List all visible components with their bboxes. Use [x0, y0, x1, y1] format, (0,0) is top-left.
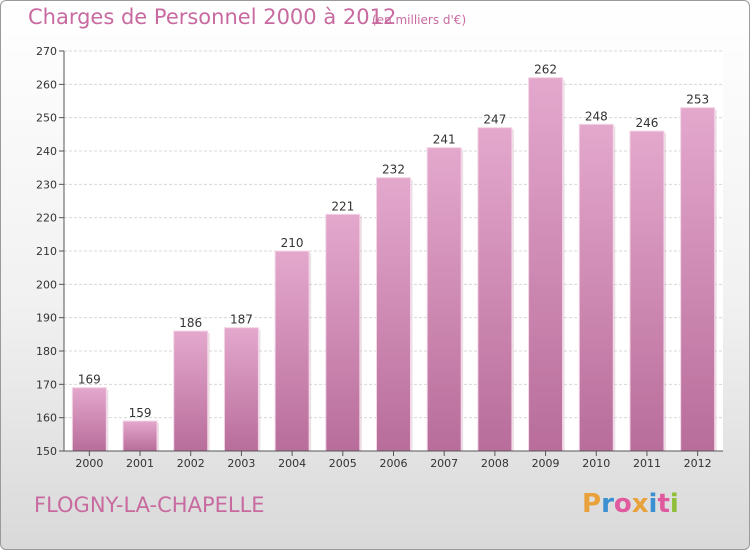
- logo-letter: i: [669, 489, 679, 519]
- bar-2003: [223, 327, 259, 452]
- data-label: 232: [382, 163, 405, 177]
- logo-letter: r: [601, 489, 614, 519]
- y-tick-label: 170: [36, 378, 57, 391]
- x-tick-label: 2005: [329, 457, 357, 470]
- logo-letter: t: [657, 489, 670, 519]
- data-label: 262: [534, 63, 557, 77]
- data-label: 159: [129, 406, 152, 420]
- y-tick-label: 240: [36, 145, 57, 158]
- logo-letter: i: [648, 489, 658, 519]
- x-tick-label: 2012: [684, 457, 712, 470]
- y-tick-label: 200: [36, 278, 57, 291]
- x-tick-label: 2010: [582, 457, 610, 470]
- y-tick-label: 270: [36, 45, 57, 58]
- bar-2008: [477, 127, 513, 452]
- x-tick-label: 2001: [126, 457, 154, 470]
- data-label: 187: [230, 313, 253, 327]
- x-tick-label: 2008: [481, 457, 509, 470]
- x-tick-label: 2009: [532, 457, 560, 470]
- x-tick-label: 2002: [177, 457, 205, 470]
- y-tick-label: 210: [36, 245, 57, 258]
- data-label: 246: [636, 116, 659, 130]
- data-label: 210: [281, 236, 304, 250]
- data-label: 169: [78, 373, 101, 387]
- bar-2012: [680, 107, 716, 452]
- x-tick-label: 2003: [227, 457, 255, 470]
- data-label: 241: [433, 133, 456, 147]
- place-name: FLOGNY-LA-CHAPELLE: [34, 493, 265, 517]
- y-tick-label: 150: [36, 445, 57, 458]
- y-tick-label: 190: [36, 312, 57, 325]
- bar-2004: [274, 250, 310, 452]
- chart-subtitle: (en milliers d'€): [372, 13, 467, 27]
- bar-2002: [173, 330, 209, 452]
- y-tick-label: 250: [36, 112, 57, 125]
- y-tick-label: 230: [36, 178, 57, 191]
- data-label: 248: [585, 109, 608, 123]
- x-tick-label: 2007: [430, 457, 458, 470]
- y-tick-label: 180: [36, 345, 57, 358]
- x-tick-label: 2006: [380, 457, 408, 470]
- x-tick-label: 2000: [75, 457, 103, 470]
- x-tick-label: 2004: [278, 457, 306, 470]
- bar-2001: [122, 420, 158, 452]
- data-label: 253: [686, 93, 709, 107]
- bar-2005: [325, 213, 361, 452]
- logo-letter: x: [631, 489, 649, 519]
- bar-2009: [528, 77, 564, 452]
- data-label: 247: [483, 113, 506, 127]
- bar-2010: [578, 123, 614, 452]
- bar-2000: [71, 387, 107, 452]
- proxiti-logo: Proxiti: [582, 489, 679, 519]
- y-tick-label: 220: [36, 212, 57, 225]
- bar-2007: [426, 147, 462, 452]
- logo-letter: P: [582, 489, 602, 519]
- y-tick-label: 260: [36, 78, 57, 91]
- y-tick-label: 160: [36, 412, 57, 425]
- x-tick-label: 2011: [633, 457, 661, 470]
- data-label: 221: [331, 199, 354, 213]
- bar-2006: [376, 177, 411, 452]
- bar-2011: [629, 130, 665, 452]
- chart-title: Charges de Personnel 2000 à 2012: [28, 5, 397, 29]
- data-label: 186: [179, 316, 202, 330]
- logo-letter: o: [613, 489, 632, 519]
